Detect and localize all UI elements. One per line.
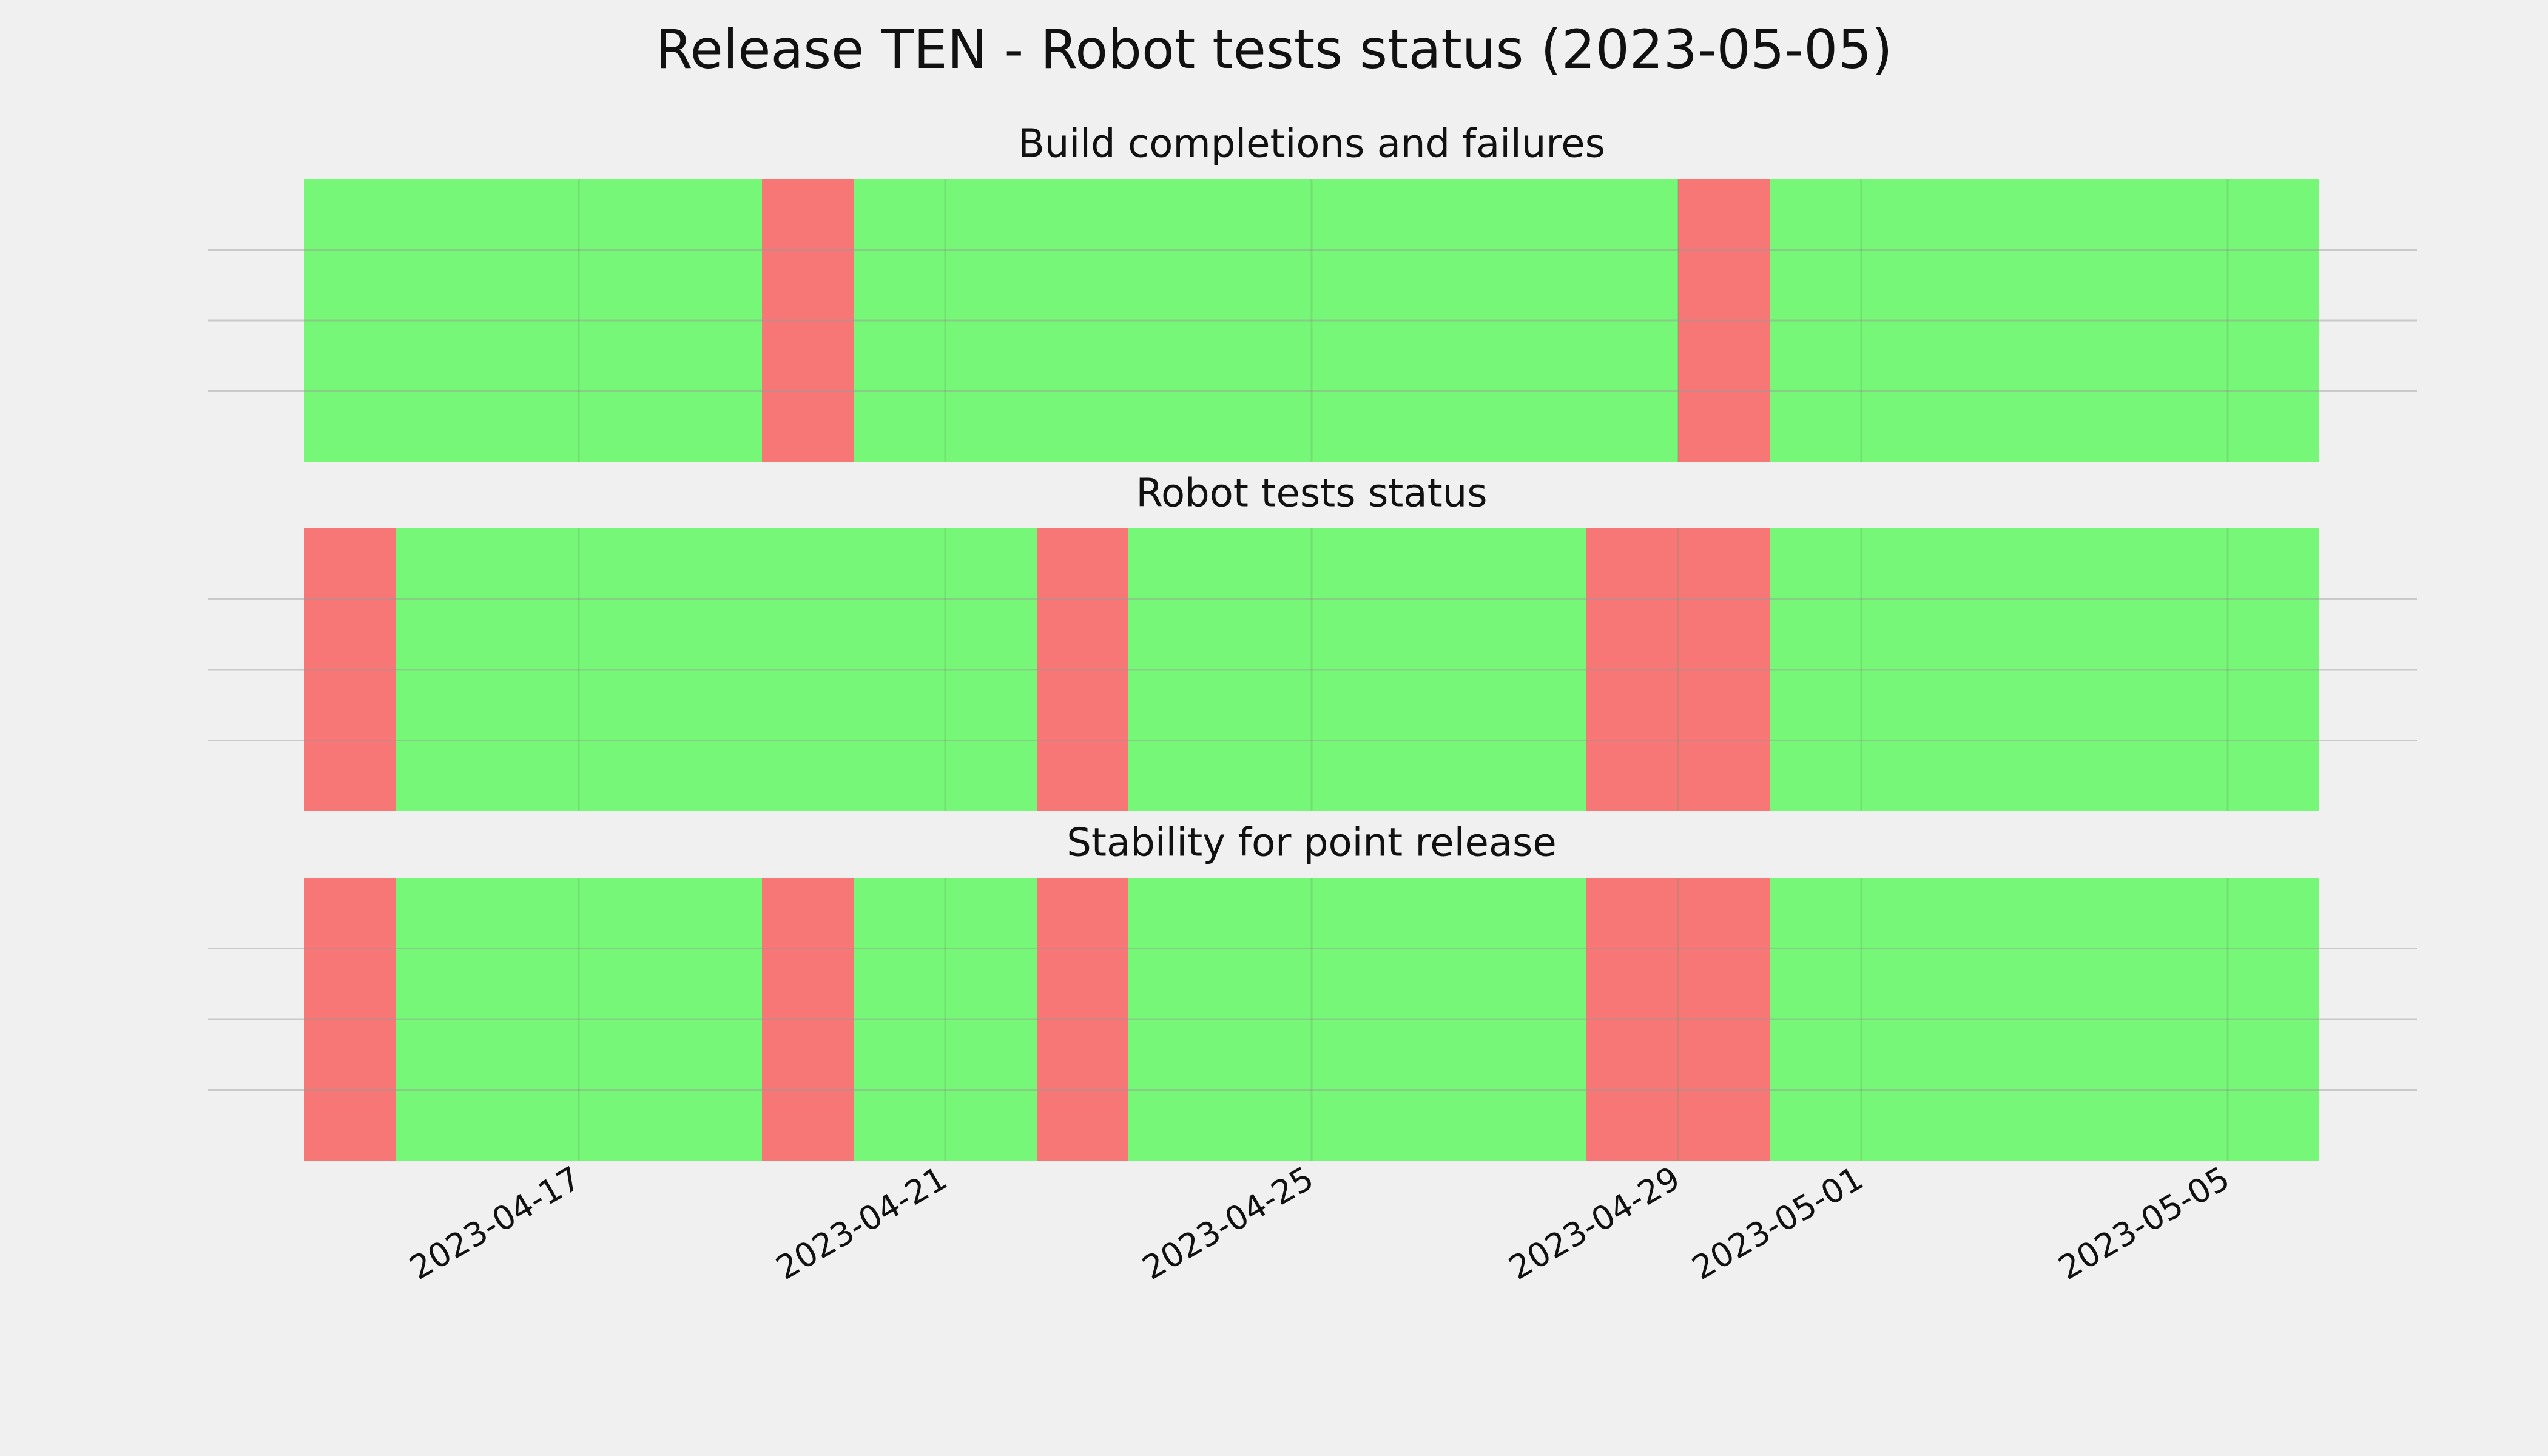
status-cell <box>1312 878 1403 1161</box>
status-cell <box>304 179 396 462</box>
status-cell <box>1586 179 1678 462</box>
status-cell <box>1128 878 1220 1161</box>
status-cell <box>396 179 487 462</box>
status-cell <box>304 878 396 1161</box>
status-cell <box>2044 179 2136 462</box>
status-cell <box>945 179 1037 462</box>
status-cell <box>670 528 762 811</box>
status-cell <box>2044 528 2136 811</box>
status-cell <box>670 878 762 1161</box>
status-cell <box>1403 878 1495 1161</box>
status-cell <box>1770 878 1861 1161</box>
status-cell <box>487 179 579 462</box>
status-cell <box>2228 179 2319 462</box>
status-cell <box>396 878 487 1161</box>
status-cell <box>1678 878 1770 1161</box>
figure-title: Release TEN - Robot tests status (2023-0… <box>655 18 1892 81</box>
panel-title: Robot tests status <box>1136 471 1487 516</box>
status-cell <box>2136 528 2228 811</box>
status-cell <box>1861 179 1953 462</box>
status-cell <box>304 528 396 811</box>
status-cell <box>1495 878 1586 1161</box>
status-cell <box>945 878 1037 1161</box>
status-cell <box>762 179 854 462</box>
status-cell <box>1037 179 1128 462</box>
status-cell <box>396 528 487 811</box>
status-cell <box>1678 528 1770 811</box>
status-cell <box>1770 528 1861 811</box>
status-cell <box>1128 528 1220 811</box>
status-cell <box>945 528 1037 811</box>
status-cell <box>1403 179 1495 462</box>
status-cell <box>579 528 670 811</box>
status-cell <box>2228 528 2319 811</box>
status-cell <box>1403 528 1495 811</box>
status-cell <box>1128 179 1220 462</box>
status-cell <box>1953 528 2044 811</box>
status-cell <box>670 179 762 462</box>
status-cell <box>1586 528 1678 811</box>
status-cell <box>1220 179 1312 462</box>
status-cell <box>1953 878 2044 1161</box>
status-cell <box>1312 528 1403 811</box>
status-cell <box>487 528 579 811</box>
status-cell <box>2044 878 2136 1161</box>
status-cell <box>1312 179 1403 462</box>
status-cell <box>1586 878 1678 1161</box>
status-cell <box>1220 878 1312 1161</box>
status-cell <box>1037 528 1128 811</box>
status-cell <box>2136 179 2228 462</box>
status-cell <box>2136 878 2228 1161</box>
status-cell <box>1953 179 2044 462</box>
status-cell <box>579 179 670 462</box>
status-cell <box>579 878 670 1161</box>
status-cell <box>1770 179 1861 462</box>
status-cell <box>1037 878 1128 1161</box>
status-cell <box>1861 528 1953 811</box>
status-cell <box>854 179 945 462</box>
status-cell <box>1678 179 1770 462</box>
status-cell <box>854 878 945 1161</box>
panel-title: Build completions and failures <box>1018 122 1605 167</box>
status-cell <box>1495 179 1586 462</box>
status-cell <box>2228 878 2319 1161</box>
status-cell <box>762 528 854 811</box>
status-cell <box>1861 878 1953 1161</box>
status-cell <box>487 878 579 1161</box>
status-cell <box>1220 528 1312 811</box>
status-cell <box>854 528 945 811</box>
status-cell <box>1495 528 1586 811</box>
panel-title: Stability for point release <box>1067 821 1557 866</box>
status-cell <box>762 878 854 1161</box>
